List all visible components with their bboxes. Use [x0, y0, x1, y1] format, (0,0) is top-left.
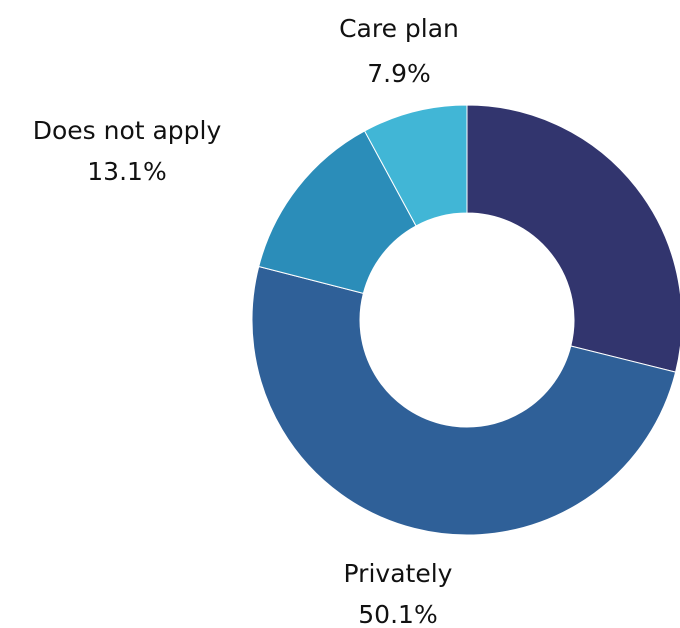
slice-privately: [251, 265, 677, 536]
slice-unlabeled: [466, 104, 680, 373]
label-care-plan: Care plan: [339, 14, 459, 43]
slices: [251, 104, 680, 536]
slice-care-plan: [363, 104, 468, 227]
value-does-not-apply: 13.1%: [87, 157, 166, 186]
value-care-plan: 7.9%: [367, 59, 431, 88]
value-privately: 50.1%: [358, 600, 437, 628]
label-does-not-apply: Does not apply: [33, 116, 222, 145]
label-privately: Privately: [344, 559, 453, 588]
